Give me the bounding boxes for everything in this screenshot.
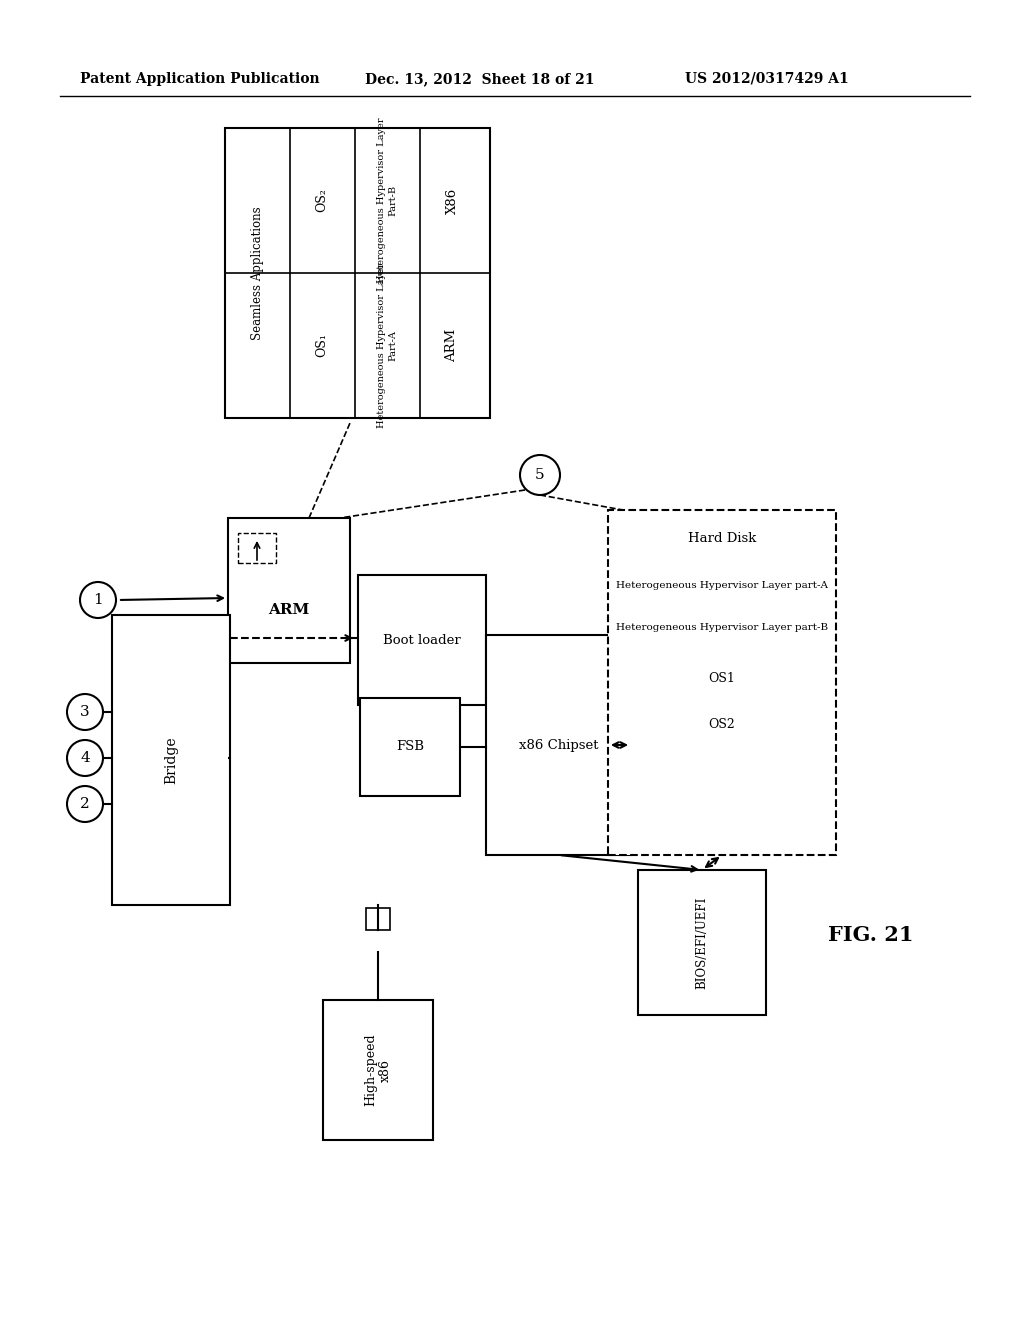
Text: OS₁: OS₁ [315, 334, 329, 358]
Text: Dec. 13, 2012  Sheet 18 of 21: Dec. 13, 2012 Sheet 18 of 21 [365, 73, 595, 86]
Text: FIG. 21: FIG. 21 [828, 925, 913, 945]
Text: OS₂: OS₂ [315, 189, 329, 213]
Bar [358, 576, 486, 705]
Text: Bridge: Bridge [164, 737, 178, 784]
Text: Heterogeneous Hypervisor Layer part-A: Heterogeneous Hypervisor Layer part-A [616, 581, 828, 590]
Text: 4: 4 [80, 751, 90, 766]
Bar [366, 908, 390, 931]
Text: ARM: ARM [445, 329, 459, 362]
Text: Patent Application Publication: Patent Application Publication [80, 73, 319, 86]
Text: High-speed
x86: High-speed x86 [364, 1034, 392, 1106]
Text: 3: 3 [80, 705, 90, 719]
Text: 2: 2 [80, 797, 90, 810]
Bar [238, 533, 276, 564]
Bar [360, 698, 460, 796]
Bar [638, 870, 766, 1015]
Text: Boot loader: Boot loader [383, 634, 461, 647]
Bar [608, 510, 836, 855]
Text: Heterogeneous Hypervisor Layer part-B: Heterogeneous Hypervisor Layer part-B [616, 623, 828, 632]
Circle shape [520, 455, 560, 495]
Text: 5: 5 [536, 469, 545, 482]
Text: FSB: FSB [396, 741, 424, 754]
Text: Hard Disk: Hard Disk [688, 532, 756, 544]
Text: Heterogeneous Hypervisor Layer
Part-B: Heterogeneous Hypervisor Layer Part-B [377, 117, 397, 284]
Circle shape [67, 694, 103, 730]
Circle shape [67, 785, 103, 822]
Text: Heterogeneous Hypervisor Layer
Part-A: Heterogeneous Hypervisor Layer Part-A [377, 263, 397, 428]
Bar [228, 517, 350, 663]
Text: 1: 1 [93, 593, 102, 607]
Circle shape [67, 741, 103, 776]
Text: x86 Chipset: x86 Chipset [519, 738, 598, 751]
Text: OS1: OS1 [709, 672, 735, 685]
Bar [112, 615, 230, 906]
Text: BIOS/EFI/UEFI: BIOS/EFI/UEFI [695, 896, 709, 989]
Bar [225, 128, 490, 418]
Text: US 2012/0317429 A1: US 2012/0317429 A1 [685, 73, 849, 86]
Text: ARM: ARM [268, 603, 309, 618]
Bar [486, 635, 631, 855]
Circle shape [80, 582, 116, 618]
Bar [323, 1001, 433, 1140]
Text: Seamless Applications: Seamless Applications [251, 206, 263, 339]
Text: X86: X86 [445, 187, 459, 214]
Text: OS2: OS2 [709, 718, 735, 731]
